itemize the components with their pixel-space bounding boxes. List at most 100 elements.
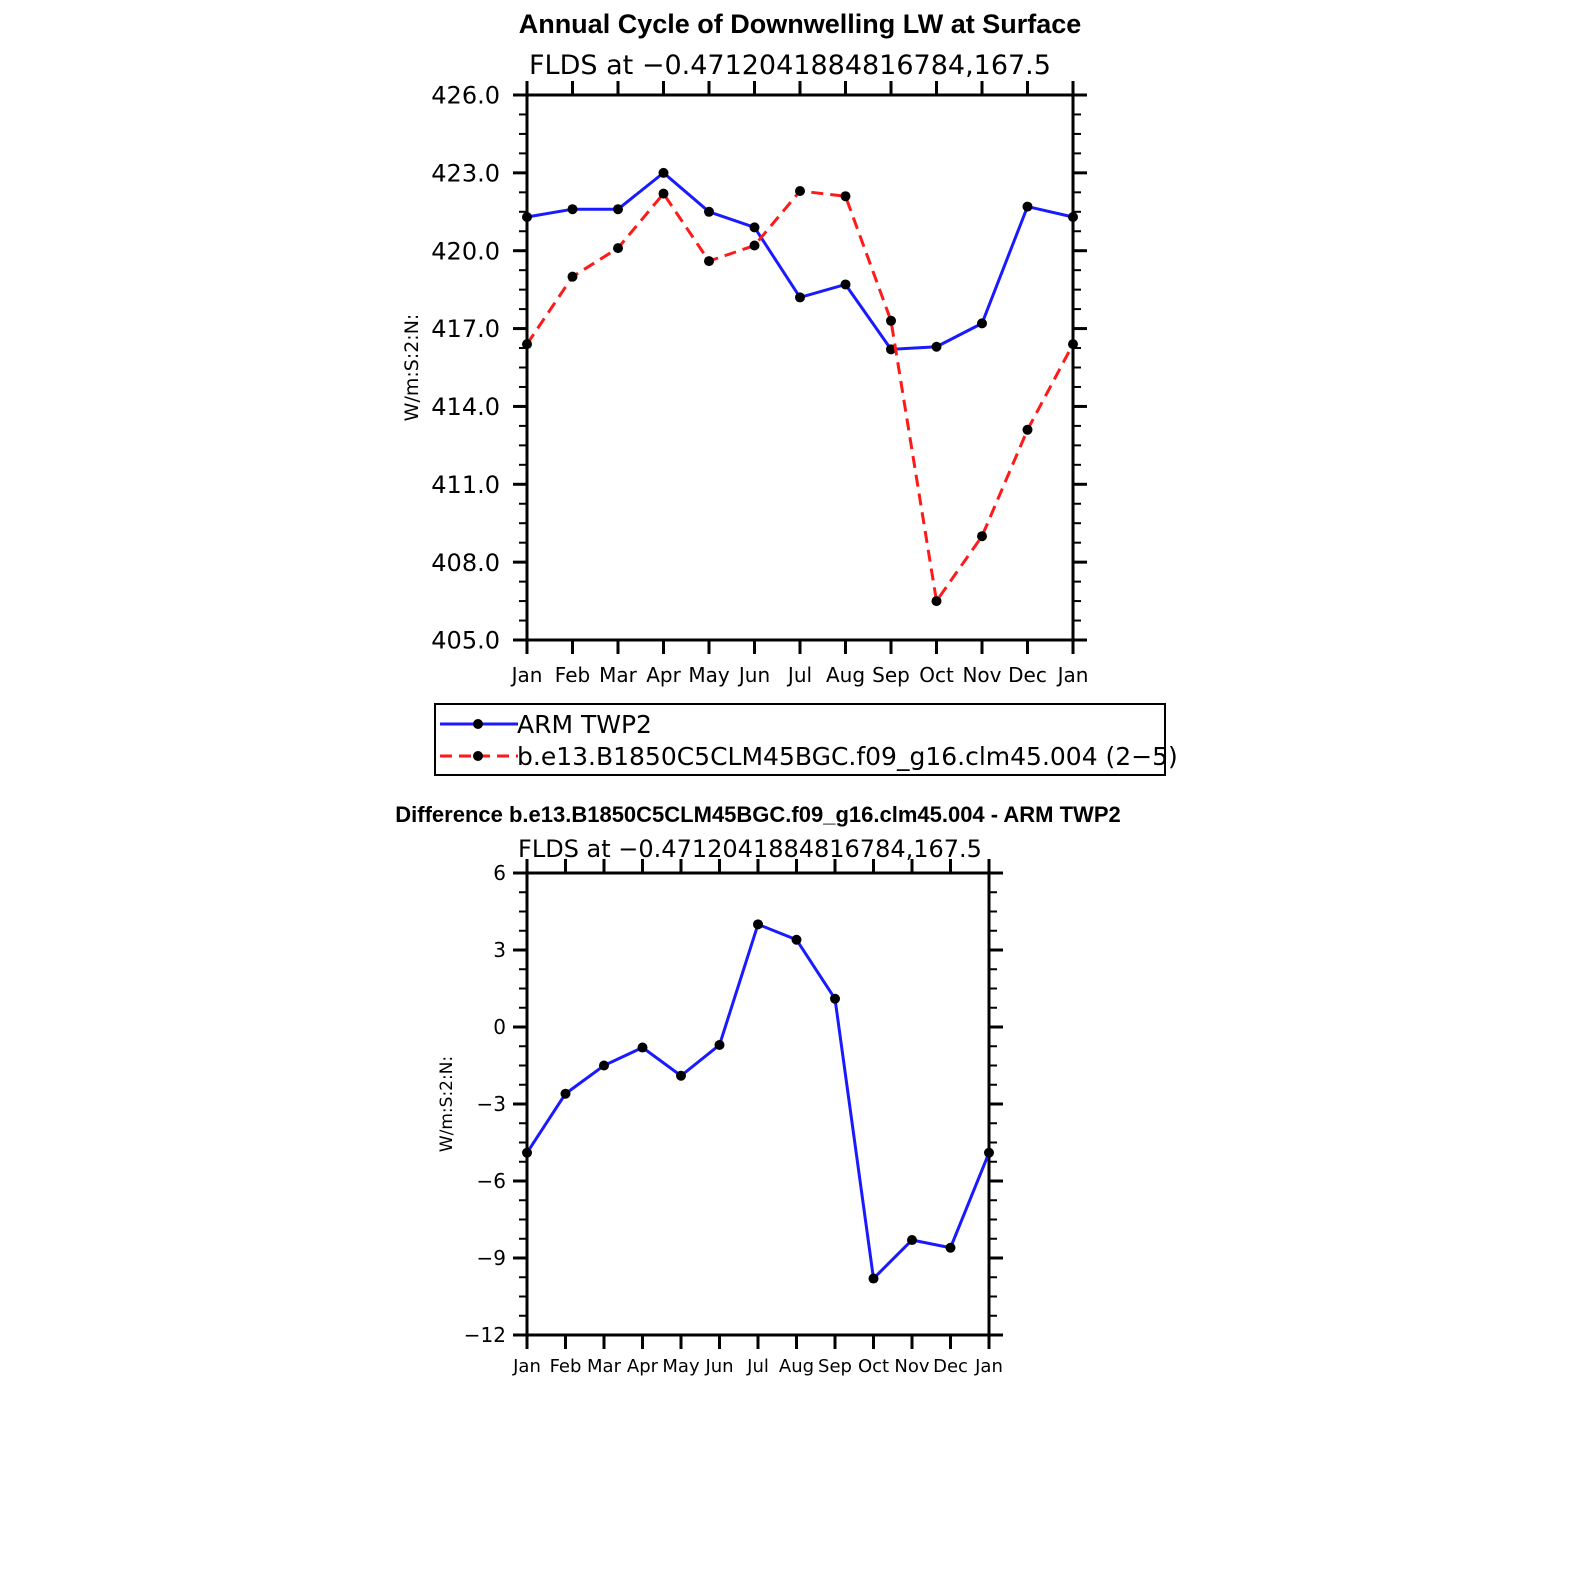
data-point <box>945 1242 956 1253</box>
y-tick-label: −9 <box>477 1246 506 1270</box>
series-line-1 <box>525 189 1075 605</box>
data-point <box>886 315 896 326</box>
x-tick-label: Jun <box>737 663 770 687</box>
x-tick-label: Jul <box>786 663 812 687</box>
x-tick-label: Jan <box>974 1356 1003 1377</box>
data-point <box>714 1039 725 1050</box>
x-tick-label: Oct <box>919 663 954 687</box>
data-point <box>830 993 840 1004</box>
data-point <box>522 339 532 350</box>
x-tick-label: Feb <box>555 663 590 687</box>
data-point <box>560 1088 571 1099</box>
data-point <box>931 596 942 607</box>
legend-marker-0 <box>473 719 483 729</box>
x-tick-label: Aug <box>826 663 865 687</box>
data-point <box>637 1042 648 1053</box>
chart-subtitle: FLDS at −0.4712041884816784,167.5 <box>529 50 1051 81</box>
data-point <box>704 206 714 217</box>
data-point <box>658 167 669 178</box>
x-tick-label: Jun <box>704 1356 733 1377</box>
data-point <box>567 204 578 215</box>
y-tick-label: 420.0 <box>431 237 500 265</box>
x-tick-label: Dec <box>933 1356 968 1377</box>
data-point <box>795 186 805 197</box>
data-point <box>704 256 714 267</box>
x-tick-label: Jul <box>746 1356 769 1377</box>
legend: ARM TWP2 b.e13.B1850C5CLM45BGC.f09_g16.cl… <box>434 703 1178 776</box>
y-tick-label: −3 <box>477 1092 506 1116</box>
data-point <box>886 344 896 355</box>
x-tick-label: May <box>688 663 730 687</box>
data-point <box>613 243 623 254</box>
x-tick-label: Mar <box>599 663 638 687</box>
data-point <box>1022 424 1033 435</box>
x-tick-label: Feb <box>550 1356 582 1377</box>
y-tick-label: 423.0 <box>431 159 500 187</box>
data-point <box>795 292 805 303</box>
data-point <box>1022 201 1033 212</box>
y-tick-label: 414.0 <box>431 393 500 421</box>
y-tick-label: 426.0 <box>431 82 500 110</box>
data-point <box>868 1273 879 1284</box>
legend-label-1: b.e13.B1850C5CLM45BGC.f09_g16.clm45.004 … <box>517 742 1178 771</box>
x-tick-label: Sep <box>872 663 910 687</box>
data-point <box>1068 211 1078 222</box>
difference-panel: Difference b.e13.B1850C5CLM45BGC.f09_g16… <box>395 802 1120 1377</box>
x-tick-label: Aug <box>779 1356 814 1377</box>
data-point <box>567 271 578 282</box>
x-tick-label: Nov <box>894 1356 929 1377</box>
x-tick-label: Dec <box>1008 663 1047 687</box>
data-point <box>613 204 623 215</box>
x-tick-label: Apr <box>627 1356 659 1377</box>
data-point <box>907 1235 917 1246</box>
plot-frame <box>525 93 1075 642</box>
chart-title: Annual Cycle of Downwelling LW at Surfac… <box>519 9 1082 39</box>
data-point <box>522 211 532 222</box>
data-point <box>840 191 851 202</box>
chart-subtitle: FLDS at −0.4712041884816784,167.5 <box>518 835 982 863</box>
x-tick-label: Jan <box>1056 663 1089 687</box>
data-point <box>658 188 669 199</box>
x-tick-label: Nov <box>962 663 1001 687</box>
data-point <box>749 240 760 251</box>
x-tick-label: May <box>662 1356 700 1377</box>
x-tick-label: Jan <box>512 1356 541 1377</box>
x-tick-label: Sep <box>818 1356 852 1377</box>
legend-label-0: ARM TWP2 <box>517 710 652 739</box>
data-point <box>676 1070 686 1081</box>
y-tick-label: 405.0 <box>431 627 500 655</box>
data-point <box>753 919 763 930</box>
legend-box <box>434 703 1166 776</box>
y-axis-label: W/m:S:2:N: <box>437 1056 457 1152</box>
y-tick-label: 408.0 <box>431 549 500 577</box>
y-axis-label: W/m:S:2:N: <box>401 314 423 422</box>
data-point <box>1068 339 1078 350</box>
data-point <box>599 1060 609 1071</box>
series-line-0 <box>526 170 1074 351</box>
y-tick-label: 417.0 <box>431 315 500 343</box>
chart-title: Difference b.e13.B1850C5CLM45BGC.f09_g16… <box>395 802 1120 827</box>
annual-cycle-panel: Annual Cycle of Downwelling LW at Surfac… <box>401 9 1088 687</box>
data-point <box>977 318 987 329</box>
x-tick-label: Oct <box>858 1356 889 1377</box>
data-point <box>791 934 802 945</box>
legend-marker-1 <box>473 751 483 761</box>
data-point <box>749 222 760 233</box>
y-tick-label: 411.0 <box>431 471 500 499</box>
data-point <box>931 341 942 352</box>
data-point <box>977 531 987 542</box>
y-tick-label: −12 <box>464 1323 506 1347</box>
plot-frame <box>525 871 991 1337</box>
y-tick-label: 3 <box>493 938 506 962</box>
y-tick-label: −6 <box>477 1169 506 1193</box>
x-tick-label: Jan <box>510 663 543 687</box>
data-point <box>840 279 851 290</box>
y-tick-label: 6 <box>493 861 506 885</box>
x-tick-label: Apr <box>646 663 681 687</box>
data-point <box>984 1147 994 1158</box>
series-line-0 <box>525 922 991 1282</box>
y-tick-label: 0 <box>493 1015 506 1039</box>
data-point <box>522 1147 532 1158</box>
x-tick-label: Mar <box>587 1356 622 1377</box>
